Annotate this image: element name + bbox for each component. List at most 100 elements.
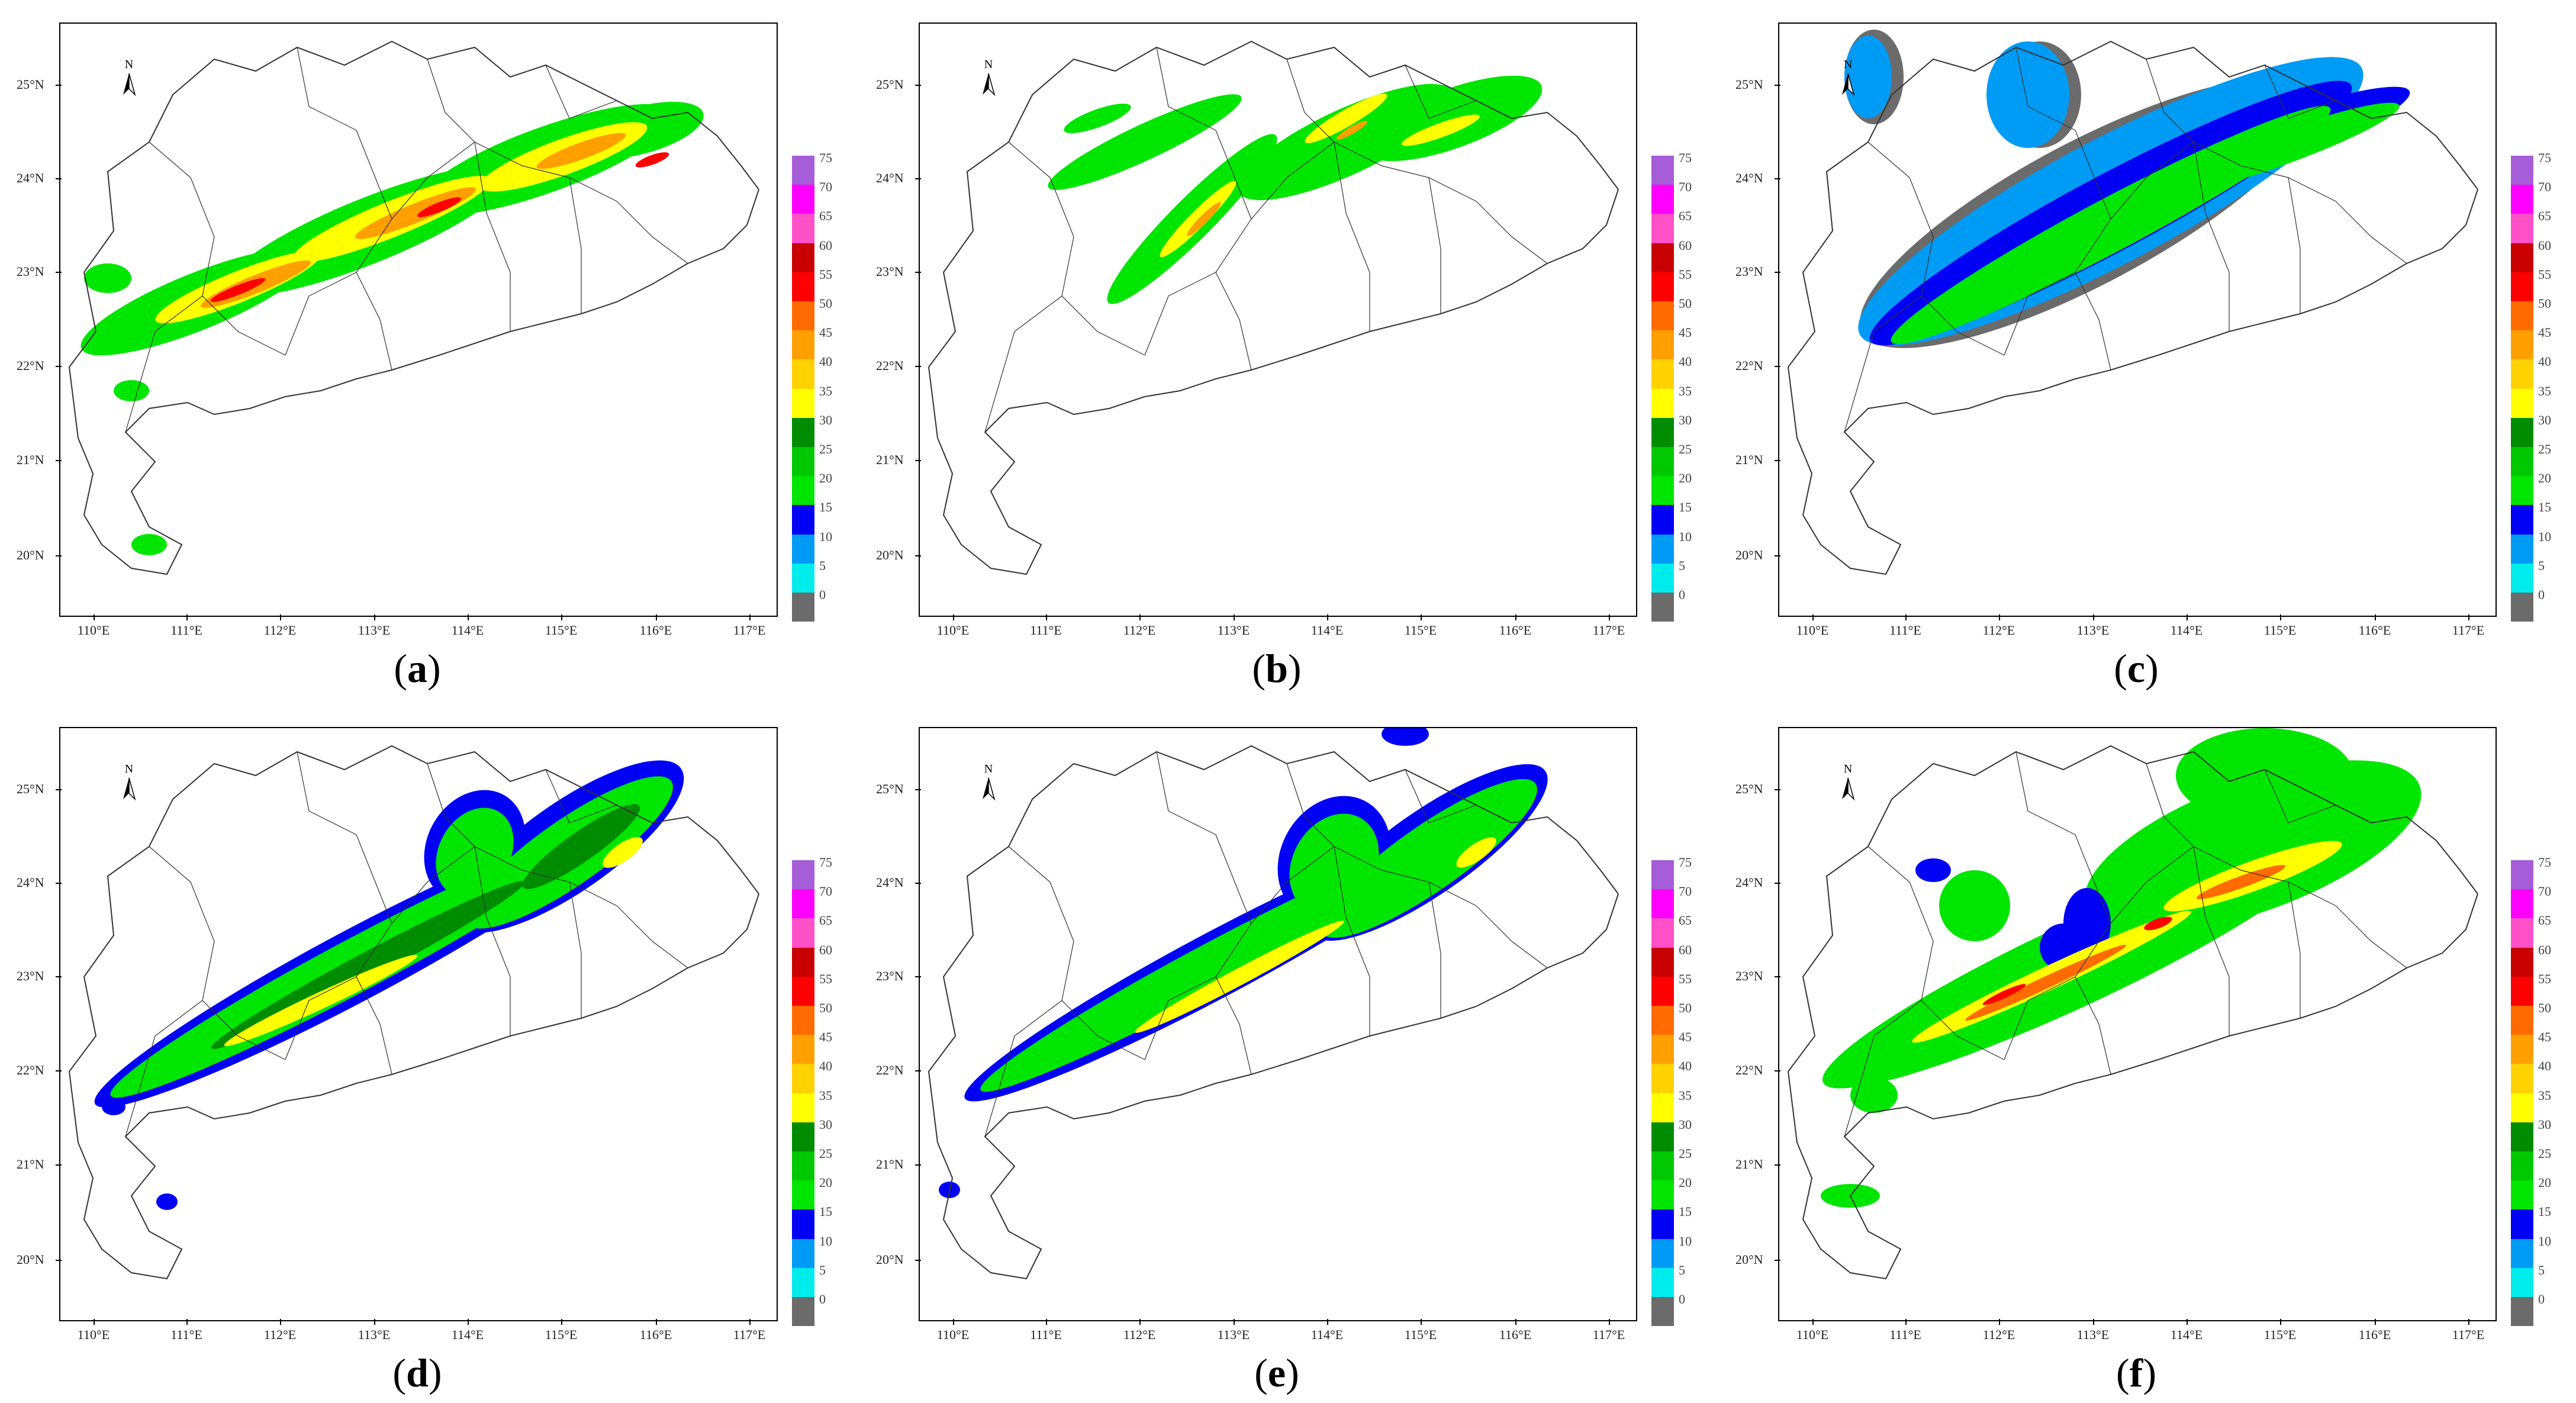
north-arrow-icon: N	[117, 58, 141, 99]
longitude-tick	[953, 1319, 954, 1325]
longitude-label: 111°E	[1889, 623, 1921, 638]
longitude-tick	[280, 1319, 281, 1325]
city-boundary	[1144, 141, 1335, 356]
legend-label: 25	[819, 442, 832, 456]
legend-label: 5	[2538, 558, 2545, 573]
radar-map	[928, 728, 1619, 1280]
longitude-tick	[561, 614, 562, 620]
city-boundary	[1476, 201, 1548, 264]
map-frame	[59, 727, 778, 1321]
city-boundary	[2075, 976, 2111, 1075]
latitude-label: 20°N	[17, 548, 44, 562]
legend-label: 30	[2538, 1116, 2551, 1132]
legend-color-block	[792, 417, 814, 447]
radar-map	[68, 745, 759, 1280]
longitude-label: 111°E	[1889, 1327, 1921, 1342]
legend-color-block	[2511, 185, 2533, 214]
city-boundary	[1844, 1000, 1922, 1137]
legend-label: 50	[2538, 1000, 2551, 1015]
reflectivity-area	[156, 1193, 178, 1210]
city-boundary	[285, 141, 475, 356]
latitude-tick	[56, 789, 62, 790]
legend-color-block	[792, 1064, 814, 1093]
latitude-tick	[915, 789, 921, 790]
legend-color-block	[792, 976, 814, 1006]
legend-color-block	[1651, 1064, 1674, 1093]
legend-color-block	[792, 1209, 814, 1239]
latitude-label: 23°N	[1735, 968, 1763, 983]
longitude-label: 117°E	[2452, 1327, 2485, 1342]
legend-color-block	[2511, 1006, 2533, 1035]
legend-label: 35	[1679, 1087, 1692, 1103]
legend-color-block	[792, 1006, 814, 1035]
latitude-tick	[915, 555, 921, 556]
legend-color-block	[1651, 1122, 1674, 1151]
legend-color-block	[2511, 1093, 2533, 1122]
longitude-label: 112°E	[263, 1327, 297, 1342]
legend-label: 60	[819, 942, 832, 957]
longitude-label: 116°E	[2358, 623, 2391, 638]
longitude-tick	[1515, 1319, 1516, 1325]
city-boundary	[1867, 846, 2005, 1060]
city-boundary	[2015, 47, 2111, 220]
longitude-label: 114°E	[1310, 623, 1344, 638]
longitude-tick	[2280, 614, 2281, 620]
legend-label: 45	[2538, 325, 2551, 340]
latitude-tick	[1775, 178, 1780, 179]
latitude-tick	[56, 1260, 62, 1261]
legend-label: 40	[2538, 1058, 2551, 1074]
city-boundary	[1156, 751, 1252, 924]
city-boundary	[1334, 141, 1370, 332]
longitude-tick	[186, 614, 188, 620]
legend-label: 55	[819, 971, 832, 986]
reflectivity-area	[1289, 813, 1379, 915]
legend-color-block	[2511, 563, 2533, 593]
legend-label: 40	[1679, 1058, 1692, 1074]
coastline	[1796, 189, 2478, 575]
legend-color-block	[2511, 330, 2533, 360]
longitude-label: 114°E	[451, 1327, 484, 1342]
map-frame	[919, 22, 1637, 617]
latitude-label: 21°N	[1735, 1157, 1763, 1172]
city-boundary	[149, 846, 286, 1060]
legend-label: 55	[1679, 971, 1692, 986]
north-arrow-icon: N	[117, 762, 141, 804]
legend-label: 30	[819, 412, 832, 427]
longitude-label: 111°E	[170, 1327, 202, 1342]
city-boundary	[1405, 769, 1477, 823]
city-boundary	[984, 295, 1062, 433]
legend-color-block	[2511, 1267, 2533, 1297]
legend-label: 50	[1679, 1000, 1692, 1015]
legend-label: 0	[819, 587, 826, 602]
longitude-tick	[1139, 1319, 1141, 1325]
latitude-tick	[915, 1070, 921, 1071]
reflectivity-area	[1336, 121, 1368, 140]
city-boundary	[1215, 976, 1252, 1075]
legend-color-block	[792, 1297, 814, 1327]
north-label: N	[124, 58, 134, 71]
legend-color-block	[792, 388, 814, 418]
legend-label: 70	[819, 179, 832, 195]
city-boundary	[474, 141, 511, 332]
city-boundary	[1334, 846, 1370, 1036]
latitude-label: 21°N	[1735, 452, 1763, 467]
legend-label: 30	[2538, 412, 2551, 427]
legend-color-block	[1651, 359, 1674, 389]
legend-label: 25	[1679, 1146, 1692, 1161]
legend-label: 35	[2538, 1087, 2551, 1103]
legend-label: 50	[1679, 296, 1692, 311]
longitude-tick	[1609, 1319, 1610, 1325]
longitude-label: 117°E	[1592, 623, 1625, 638]
legend-label: 25	[2538, 442, 2551, 456]
legend-label: 30	[1679, 1116, 1692, 1132]
legend-color-block	[792, 301, 814, 331]
north-label: N	[1843, 762, 1853, 775]
coastline	[78, 893, 759, 1280]
latitude-tick	[56, 460, 62, 461]
legend-label: 50	[819, 296, 832, 311]
reflectivity-area	[436, 807, 514, 897]
city-boundary	[569, 881, 582, 1018]
legend-label: 70	[2538, 884, 2551, 899]
map-frame	[1778, 727, 2497, 1321]
legend-color-block	[792, 563, 814, 593]
